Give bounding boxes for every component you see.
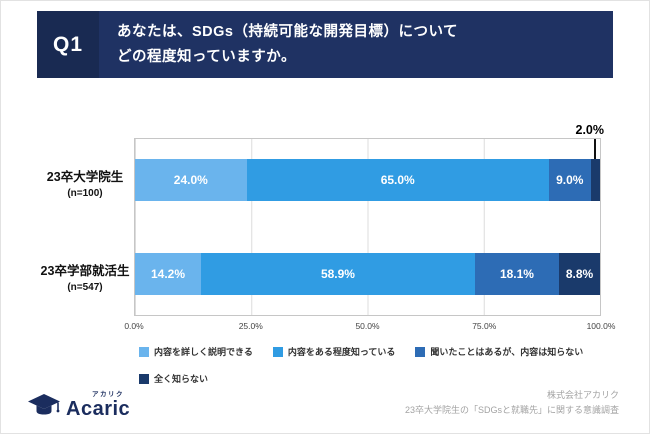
legend-item: 聞いたことはあるが、内容は知らない bbox=[415, 345, 583, 358]
acaric-logo: アカリク Acaric bbox=[27, 388, 130, 419]
question-line-1: あなたは、SDGs（持続可能な開発目標）について bbox=[117, 23, 459, 40]
legend-label: 内容をある程度知っている bbox=[287, 347, 396, 357]
credit-text: 株式会社アカリク 23卒大学院生の「SDGsと就職先」に関する意識調査 bbox=[405, 388, 619, 420]
x-tick-label: 75.0% bbox=[472, 321, 497, 331]
bar-segment bbox=[590, 159, 600, 201]
graduation-cap-icon bbox=[28, 393, 60, 415]
x-tick-label: 25.0% bbox=[238, 321, 263, 331]
credit-company: 株式会社アカリク bbox=[546, 389, 619, 400]
footer: アカリク Acaric 株式会社アカリク 23卒大学院生の「SDGsと就職先」に… bbox=[27, 388, 619, 420]
bar-segment: 9.0% bbox=[548, 159, 591, 201]
legend-label: 聞いたことはあるが、内容は知らない bbox=[430, 347, 584, 357]
category-label-undergrad-students: 23卒学部就活生 (n=547) bbox=[39, 260, 131, 293]
question-number: Q1 bbox=[37, 11, 99, 78]
question-text: あなたは、SDGs（持続可能な開発目標）について どの程度知っていますか。 bbox=[99, 11, 613, 78]
category-name: 23卒大学院生 bbox=[46, 170, 124, 184]
logo-text-block: アカリク Acaric bbox=[66, 388, 130, 419]
logo-kana: アカリク bbox=[92, 390, 124, 398]
legend-label: 内容を詳しく説明できる bbox=[154, 347, 253, 357]
plot-area: 2.0% 24.0% 65.0% 9.0% 14.2% 58.9% 18.1% 8.8% bbox=[134, 123, 604, 316]
legend-item: 内容を詳しく説明できる bbox=[139, 345, 253, 358]
bar-row-grad-students: 24.0% 65.0% 9.0% bbox=[135, 159, 600, 201]
x-tick-label: 0.0% bbox=[124, 321, 144, 331]
legend-item: 内容をある程度知っている bbox=[272, 345, 396, 358]
x-tick-label: 100.0% bbox=[586, 321, 616, 331]
legend-swatch bbox=[139, 346, 149, 357]
legend-swatch bbox=[139, 373, 149, 384]
category-label-grad-students: 23卒大学院生 (n=100) bbox=[39, 166, 131, 199]
bar-row-undergrad-students: 14.2% 58.9% 18.1% 8.8% bbox=[135, 253, 600, 295]
category-sample-size: (n=100) bbox=[67, 188, 103, 199]
bar-segment: 24.0% bbox=[135, 159, 247, 201]
x-tick-label: 50.0% bbox=[355, 321, 380, 331]
legend-item: 全く知らない bbox=[139, 372, 208, 385]
bar-segment: 65.0% bbox=[246, 159, 549, 201]
legend-label: 全く知らない bbox=[154, 374, 209, 384]
bar-segment: 58.9% bbox=[201, 253, 475, 295]
legend: 内容を詳しく説明できる 内容をある程度知っている 聞いたことはあるが、内容は知らない… bbox=[139, 345, 606, 385]
legend-swatch bbox=[272, 346, 283, 357]
bar-track: 24.0% 65.0% 9.0% bbox=[135, 159, 600, 201]
x-axis: 0.0% 25.0% 50.0% 75.0% 100.0% bbox=[124, 321, 615, 333]
question-header: Q1 あなたは、SDGs（持続可能な開発目標）について どの程度知っていますか。 bbox=[37, 11, 613, 78]
callout-value-label: 2.0% bbox=[575, 123, 605, 137]
category-name: 23卒学部就活生 bbox=[40, 264, 130, 278]
stacked-bar-chart: 23卒大学院生 (n=100) 23卒学部就活生 (n=547) 2.0% 24… bbox=[39, 122, 616, 384]
bar-segment: 14.2% bbox=[135, 253, 202, 295]
category-sample-size: (n=547) bbox=[67, 282, 103, 293]
legend-swatch bbox=[415, 346, 426, 357]
bar-segment: 18.1% bbox=[474, 253, 560, 295]
bar-track: 14.2% 58.9% 18.1% 8.8% bbox=[135, 253, 600, 295]
bar-segment: 8.8% bbox=[559, 253, 600, 295]
callout-leader-line bbox=[594, 139, 597, 159]
question-line-2: どの程度知っていますか。 bbox=[117, 48, 296, 65]
logo-wordmark: Acaric bbox=[66, 397, 131, 420]
credit-survey-title: 23卒大学院生の「SDGsと就職先」に関する意識調査 bbox=[404, 405, 619, 416]
